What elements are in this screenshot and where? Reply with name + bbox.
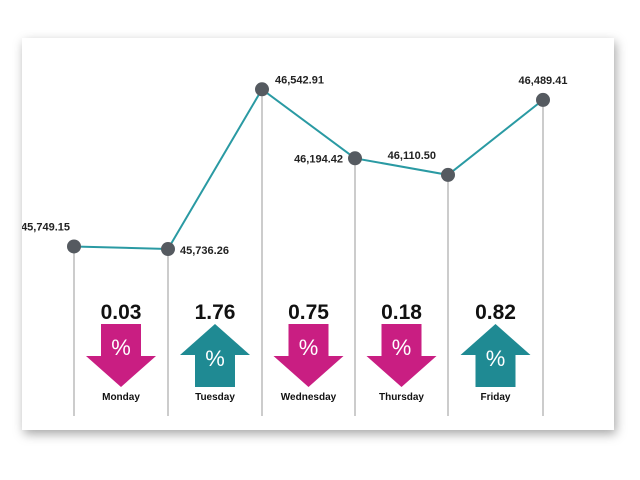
data-point-2 — [161, 242, 175, 257]
chart-card: 45,749.15 45,736.26 46,542.91 46,194.42 46,1… — [22, 38, 614, 430]
value-label-5: 46,110.50 — [388, 150, 436, 162]
day-label-thursday: Thursday — [379, 392, 424, 403]
down-arrow-icon-wednesday — [273, 324, 344, 387]
change-percent-friday: 0.82 — [475, 301, 516, 324]
value-label-1: 45,749.15 — [22, 221, 70, 233]
percent-sign-monday: % — [111, 335, 131, 360]
data-point-4 — [348, 151, 362, 166]
daily-change-friday: 0.82% Friday — [460, 301, 531, 403]
data-point-1 — [67, 239, 81, 254]
percent-sign-thursday: % — [392, 335, 412, 360]
value-label-4: 46,194.42 — [294, 153, 343, 165]
daily-change-thursday: 0.18% Thursday — [366, 301, 437, 403]
percent-sign-tuesday: % — [205, 346, 225, 371]
daily-change-monday: 0.03% Monday — [86, 301, 156, 403]
up-arrow-icon-tuesday — [180, 324, 250, 387]
up-arrow-icon-friday — [460, 324, 531, 387]
down-arrow-icon-monday — [86, 324, 156, 387]
day-label-tuesday: Tuesday — [195, 392, 235, 403]
down-arrow-icon-thursday — [366, 324, 437, 387]
percent-sign-wednesday: % — [299, 335, 319, 360]
data-point-5 — [441, 167, 455, 182]
day-label-wednesday: Wednesday — [281, 392, 337, 403]
chart-canvas: 45,749.15 45,736.26 46,542.91 46,194.42 46,1… — [22, 74, 568, 416]
series-line — [73, 87, 544, 251]
percent-sign-friday: % — [486, 346, 506, 371]
change-percent-thursday: 0.18 — [381, 301, 422, 324]
value-label-3: 46,542.91 — [275, 74, 324, 86]
daily-change-wednesday: 0.75% Wednesday — [273, 301, 344, 403]
day-label-friday: Friday — [480, 392, 510, 403]
data-point-3 — [255, 82, 269, 97]
change-percent-wednesday: 0.75 — [288, 301, 329, 324]
change-percent-monday: 0.03 — [101, 301, 142, 324]
value-label-6: 46,489.41 — [519, 75, 568, 87]
daily-change-tuesday: 1.76% Tuesday — [180, 301, 250, 403]
day-label-monday: Monday — [102, 392, 140, 403]
data-point-6 — [536, 92, 550, 107]
change-percent-tuesday: 1.76 — [195, 301, 236, 324]
value-label-2: 45,736.26 — [180, 245, 229, 257]
